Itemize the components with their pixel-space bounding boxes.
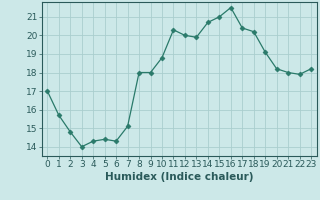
X-axis label: Humidex (Indice chaleur): Humidex (Indice chaleur) (105, 172, 253, 182)
